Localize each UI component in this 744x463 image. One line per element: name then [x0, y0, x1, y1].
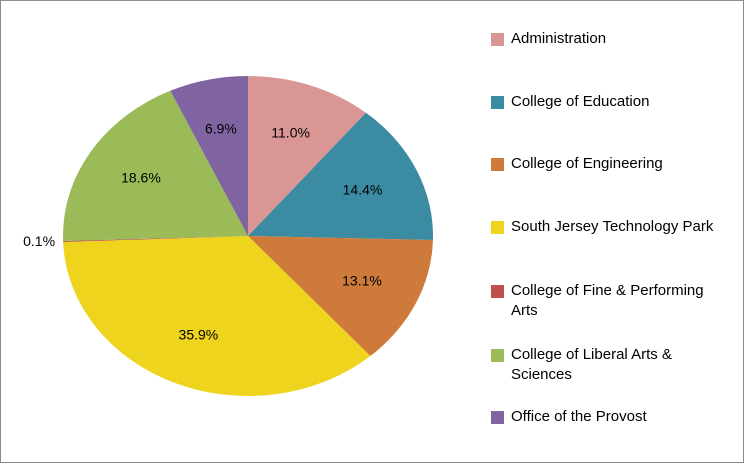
legend-swatch [491, 221, 504, 234]
legend-label: Administration [511, 30, 607, 47]
legend-swatch [491, 33, 504, 46]
data-label: 0.1% [23, 233, 55, 249]
legend-label: Office of the Provost [511, 408, 647, 425]
data-label: 18.6% [121, 170, 161, 186]
legend-label: College of Fine & Performing Arts [511, 282, 704, 319]
legend-swatch [491, 158, 504, 171]
data-label: 13.1% [342, 273, 382, 289]
legend-swatch [491, 285, 504, 298]
legend-label: College of Education [511, 93, 650, 110]
pie-slice [170, 76, 248, 236]
pie-slice [63, 236, 371, 396]
legend-swatch [491, 349, 504, 362]
data-label: 14.4% [343, 182, 383, 198]
pie-slice [248, 112, 433, 241]
legend-label: College of Engineering [511, 155, 663, 172]
legend-swatch [491, 411, 504, 424]
legend-swatch [491, 96, 504, 109]
legend-label: College of Liberal Arts & Sciences [511, 346, 672, 383]
pie-slice [248, 236, 433, 357]
data-label: 6.9% [205, 120, 237, 136]
legend-label: South Jersey Technology Park [511, 218, 714, 235]
pie-slice [248, 76, 366, 236]
data-label: 35.9% [179, 327, 219, 343]
pie-slice [63, 236, 249, 243]
data-label: 11.0% [271, 124, 310, 140]
pie-slice [62, 90, 248, 242]
